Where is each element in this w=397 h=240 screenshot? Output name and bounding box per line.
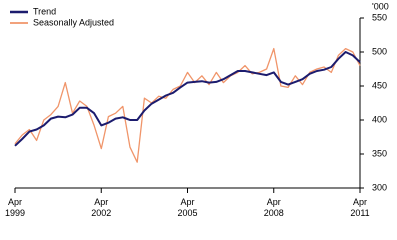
x-tick-label: Apr 2008: [263, 197, 284, 218]
y-tick-label: 450: [372, 80, 387, 90]
y-tick-label: 300: [372, 182, 387, 192]
y-tick-label: 550: [372, 12, 387, 22]
y-tick-label: 500: [372, 46, 387, 56]
legend-label: Trend: [33, 6, 56, 16]
series-line: [14, 47, 361, 163]
y-unit-label: '000: [372, 1, 389, 11]
x-tick-label: Apr 1999: [4, 197, 26, 218]
chart: '000 300 350 400 450 500 550 Trend Seasonally A…: [4, 1, 389, 218]
x-tick-label: Apr 2005: [177, 197, 198, 218]
series-line: [14, 51, 361, 147]
y-tick-label: 350: [372, 148, 387, 158]
legend-label: Seasonally Adjusted: [33, 17, 114, 27]
x-tick-label: Apr 2002: [91, 197, 112, 218]
y-tick-label: 400: [372, 114, 387, 124]
x-tick-label: Apr 2011: [350, 197, 370, 218]
